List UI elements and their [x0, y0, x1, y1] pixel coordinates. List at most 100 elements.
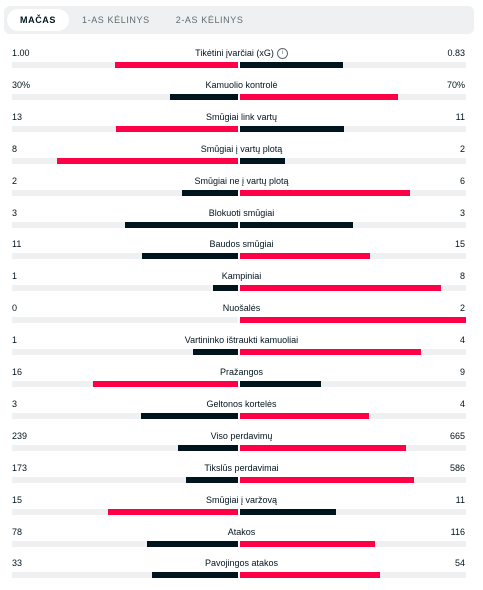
home-value: 78 — [12, 526, 23, 537]
stat-row: 0 Nuošalės 2 — [0, 303, 483, 335]
period-tabs: MAČAS 1-AS KĖLINYS 2-AS KĖLINYS — [4, 6, 474, 34]
away-value: 54 — [454, 558, 465, 569]
home-bar-fill — [186, 476, 238, 483]
home-bar-track — [12, 93, 238, 100]
away-value: 11 — [455, 494, 465, 505]
home-bar-track — [12, 189, 238, 196]
away-value: 116 — [450, 526, 465, 537]
stat-label: Kamuolio kontrolė — [0, 80, 483, 90]
stat-row: 2 Smūgiai ne į vartų plotą 6 — [0, 176, 483, 208]
stat-label: Smūgiai į vartų plotą — [0, 144, 483, 154]
away-bar-track — [240, 285, 466, 292]
stat-label-text: Smūgiai į vartų plotą — [200, 143, 283, 154]
away-bar-fill — [240, 476, 415, 483]
tab-match[interactable]: MAČAS — [7, 9, 69, 31]
stat-label-text: Pražangos — [219, 367, 264, 377]
home-bar-track — [12, 540, 238, 547]
stat-label-text: Geltonos kortelės — [206, 398, 277, 409]
home-value: 13 — [12, 111, 23, 122]
stat-row: 13 Smūgiai link vartų 11 — [0, 112, 483, 144]
stat-label: Tikslūs perdavimai — [0, 463, 483, 473]
stat-row: 8 Smūgiai į vartų plotą 2 — [0, 144, 483, 176]
away-value: 2 — [459, 143, 465, 154]
away-value: 3 — [459, 207, 465, 218]
stat-label: Geltonos kortelės — [0, 399, 483, 409]
home-bar-fill — [125, 221, 238, 228]
home-value: 15 — [12, 494, 23, 505]
stat-row: 15 Smūgiai į varžovą 11 — [0, 495, 483, 527]
home-bar-track — [12, 444, 238, 451]
away-bar-fill — [240, 125, 344, 132]
away-bar-fill — [240, 189, 410, 196]
away-bar-track — [240, 62, 466, 68]
stat-label-text: Smūgiai link vartų — [205, 111, 278, 122]
home-value: 16 — [12, 367, 23, 377]
stat-row: 30% Kamuolio kontrolė 70% — [0, 80, 483, 112]
away-bar-track — [240, 540, 466, 547]
stat-label: Nuošalės — [0, 303, 483, 313]
away-bar-fill — [240, 62, 343, 68]
home-bar-fill — [170, 93, 238, 100]
away-value: 15 — [454, 239, 465, 250]
home-value: 1 — [12, 335, 18, 346]
away-bar-fill — [240, 381, 322, 387]
tab-first-half[interactable]: 1-AS KĖLINYS — [82, 15, 150, 25]
stat-label-text: Kamuolio kontrolė — [205, 79, 278, 90]
home-bar-track — [12, 572, 238, 579]
home-bar-fill — [141, 412, 238, 419]
home-value: 11 — [12, 239, 22, 250]
home-value: 3 — [12, 398, 18, 409]
stat-label-text: Pavojingos atakos — [204, 558, 279, 569]
away-bar-track — [240, 444, 466, 451]
away-value: 8 — [459, 271, 465, 282]
stat-row: 78 Atakos 116 — [0, 527, 483, 559]
stat-row: 1 Kampiniai 8 — [0, 271, 483, 303]
home-value: 173 — [12, 462, 28, 473]
away-bar-fill — [240, 221, 353, 228]
away-bar-track — [240, 221, 466, 228]
stat-row: 1 Vartininko ištraukti kamuoliai 4 — [0, 335, 483, 367]
home-bar-track — [12, 125, 238, 132]
stat-label-text: Atakos — [227, 526, 256, 537]
home-value: 2 — [12, 175, 18, 186]
stat-label: Baudos smūgiai — [0, 239, 483, 249]
away-bar-track — [240, 125, 466, 132]
stat-label-text: Tikėtini įvarčiai (xG) — [195, 48, 274, 58]
home-bar-track — [12, 476, 238, 483]
away-bar-fill — [240, 285, 441, 292]
away-bar-fill — [240, 93, 399, 100]
home-bar-track — [12, 62, 238, 68]
home-bar-fill — [147, 540, 238, 547]
away-value: 586 — [449, 462, 465, 473]
stat-row: 11 Baudos smūgiai 15 — [0, 239, 483, 271]
stat-label-text: Viso perdavimų — [210, 430, 273, 441]
stat-row: 173 Tikslūs perdavimai 586 — [0, 463, 483, 495]
stat-label: Tikėtini įvarčiai (xG) i — [0, 48, 483, 60]
home-bar-track — [12, 221, 238, 228]
home-bar-track — [12, 508, 238, 515]
stat-label: Atakos — [0, 527, 483, 537]
home-value: 1.00 — [12, 48, 30, 58]
away-bar-fill — [240, 572, 381, 579]
home-bar-fill — [114, 62, 238, 68]
home-value: 3 — [12, 207, 18, 218]
away-value: 2 — [459, 303, 465, 314]
away-bar-track — [240, 508, 466, 515]
away-bar-track — [240, 349, 466, 356]
info-icon[interactable]: i — [276, 48, 288, 60]
stat-label-text: Tikslūs perdavimai — [204, 462, 279, 473]
stat-row: 3 Geltonos kortelės 4 — [0, 399, 483, 431]
stat-label-text: Baudos smūgiai — [209, 239, 274, 250]
home-bar-fill — [192, 349, 238, 356]
away-value: 665 — [449, 430, 465, 441]
stat-label: Pavojingos atakos — [0, 558, 483, 568]
away-bar-fill — [240, 508, 336, 515]
away-value: 70% — [446, 79, 465, 90]
stat-label: Blokuoti smūgiai — [0, 208, 483, 218]
stat-label: Pražangos — [0, 367, 483, 377]
home-value: 30% — [12, 79, 31, 90]
tab-second-half[interactable]: 2-AS KĖLINYS — [175, 15, 244, 25]
home-value: 239 — [12, 430, 28, 441]
away-bar-fill — [240, 412, 370, 419]
